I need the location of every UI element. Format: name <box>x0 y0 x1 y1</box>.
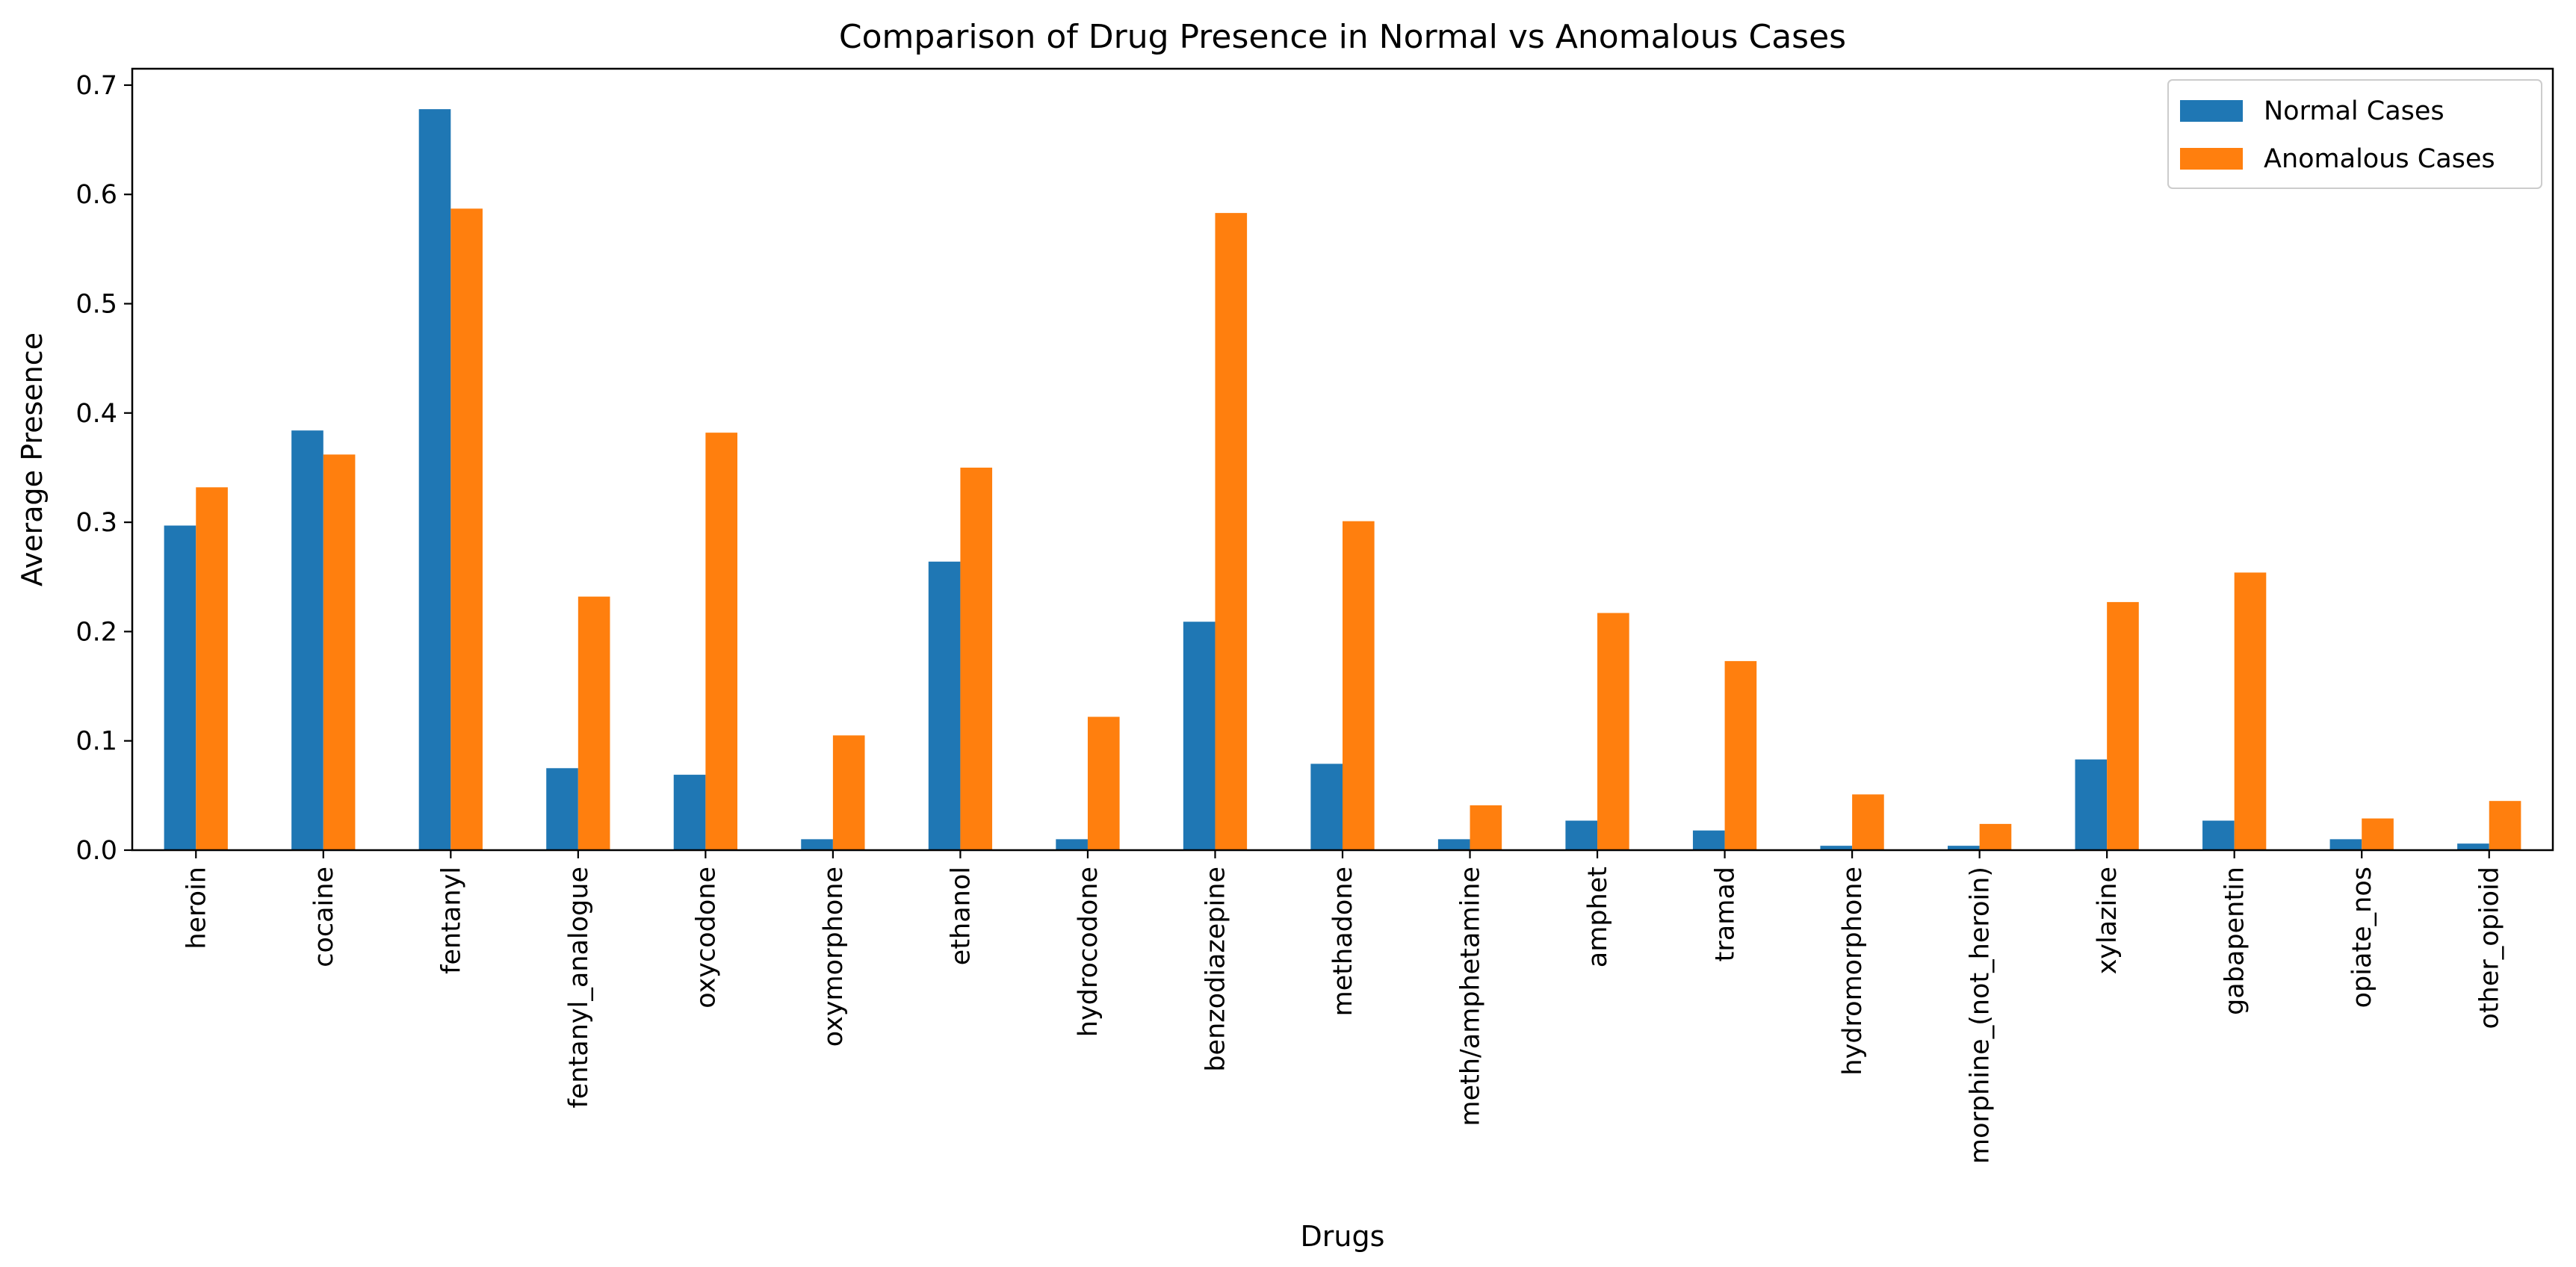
bar-normal-amphet <box>1565 820 1598 850</box>
legend-box <box>2167 79 2542 189</box>
x-tick-label: oxymorphone <box>819 867 849 1047</box>
bar-anomalous-heroin <box>196 487 228 850</box>
x-tick-label: methadone <box>1328 867 1358 1016</box>
bar-normal-fentanyl_analogue <box>546 768 578 850</box>
bar-anomalous-meth/amphetamine <box>1470 805 1502 850</box>
bar-anomalous-benzodiazepine <box>1215 213 1248 850</box>
x-tick-label: oxycodone <box>691 867 721 1009</box>
bar-normal-xylazine <box>2075 759 2108 850</box>
legend: Normal Cases Anomalous Cases <box>2167 79 2542 189</box>
legend-swatch-normal <box>2180 100 2243 122</box>
bar-normal-hydromorphone <box>1820 846 1853 850</box>
bar-normal-methadone <box>1310 763 1343 850</box>
bar-anomalous-fentanyl_analogue <box>578 596 610 850</box>
bar-anomalous-opiate_nos <box>2362 818 2394 850</box>
bar-normal-gabapentin <box>2202 820 2235 850</box>
bar-anomalous-morphine_(not_heroin) <box>1979 823 2012 850</box>
legend-swatch-anomalous <box>2180 148 2243 170</box>
y-tick-label: 0.2 <box>75 617 117 647</box>
x-tick-label: tramad <box>1711 867 1741 961</box>
legend-label-anomalous: Anomalous Cases <box>2264 144 2495 174</box>
x-tick-label: meth/amphetamine <box>1456 867 1486 1127</box>
x-tick-label: gabapentin <box>2220 867 2250 1015</box>
chart-title: Comparison of Drug Presence in Normal vs… <box>839 18 1846 56</box>
x-tick-label: fentanyl_analogue <box>564 867 594 1108</box>
bar-anomalous-other_opioid <box>2489 801 2521 850</box>
bar-normal-oxycodone <box>673 775 706 850</box>
bar-normal-other_opioid <box>2457 843 2489 850</box>
bar-anomalous-methadone <box>1343 521 1375 850</box>
bar-normal-opiate_nos <box>2329 839 2362 850</box>
bar-normal-benzodiazepine <box>1183 622 1216 850</box>
x-tick-label: amphet <box>1583 867 1613 967</box>
bar-normal-morphine_(not_heroin) <box>1948 846 1980 850</box>
bar-normal-ethanol <box>928 561 961 850</box>
x-tick-label: opiate_nos <box>2347 867 2377 1008</box>
x-tick-label: cocaine <box>309 867 339 967</box>
bar-normal-hydrocodone <box>1056 839 1088 850</box>
x-tick-label: other_opioid <box>2475 867 2505 1029</box>
x-tick-label: morphine_(not_heroin) <box>1966 867 1996 1164</box>
bar-normal-fentanyl <box>418 109 451 850</box>
bar-normal-tramad <box>1692 830 1725 850</box>
bar-anomalous-ethanol <box>960 467 993 850</box>
bar-anomalous-oxymorphone <box>832 735 865 850</box>
x-tick-label: hydromorphone <box>1838 867 1868 1076</box>
legend-label-normal: Normal Cases <box>2264 96 2445 126</box>
bar-anomalous-gabapentin <box>2234 572 2267 850</box>
bars-group <box>164 109 2521 850</box>
bar-anomalous-xylazine <box>2107 601 2139 850</box>
bar-anomalous-fentanyl <box>451 208 483 850</box>
x-tick-label: fentanyl <box>436 867 466 974</box>
bar-anomalous-hydromorphone <box>1852 794 1884 850</box>
bar-normal-meth/amphetamine <box>1437 839 1470 850</box>
y-axis: 0.0 0.1 0.2 0.3 0.4 0.5 0.6 0.7 <box>75 71 132 866</box>
x-axis-label: Drugs <box>1301 1220 1385 1253</box>
plot-frame <box>131 67 2554 852</box>
y-tick-label: 0.5 <box>75 290 117 320</box>
y-axis-label: Average Presence <box>16 332 49 586</box>
bar-anomalous-hydrocodone <box>1087 716 1120 850</box>
y-tick-label: 0.3 <box>75 508 117 538</box>
y-tick-label: 0.4 <box>75 399 117 429</box>
bar-normal-cocaine <box>291 430 323 850</box>
x-tick-label: heroin <box>182 867 211 950</box>
y-tick-label: 0.0 <box>75 836 117 866</box>
x-tick-label: benzodiazepine <box>1201 867 1230 1072</box>
x-tick-label: hydrocodone <box>1074 867 1103 1037</box>
y-tick-label: 0.7 <box>75 71 117 101</box>
bar-anomalous-amphet <box>1597 613 1629 850</box>
bar-anomalous-oxycodone <box>705 433 737 850</box>
x-tick-label: xylazine <box>2093 867 2123 974</box>
bar-normal-oxymorphone <box>801 839 833 850</box>
bar-anomalous-tramad <box>1724 660 1757 850</box>
x-axis: heroin cocaine fentanyl fentanyl_analogue ox… <box>182 850 2505 1164</box>
y-tick-label: 0.1 <box>75 727 117 757</box>
bar-anomalous-cocaine <box>323 454 356 850</box>
x-tick-label: ethanol <box>946 867 976 965</box>
bar-normal-heroin <box>164 525 196 850</box>
y-tick-label: 0.6 <box>75 180 117 210</box>
